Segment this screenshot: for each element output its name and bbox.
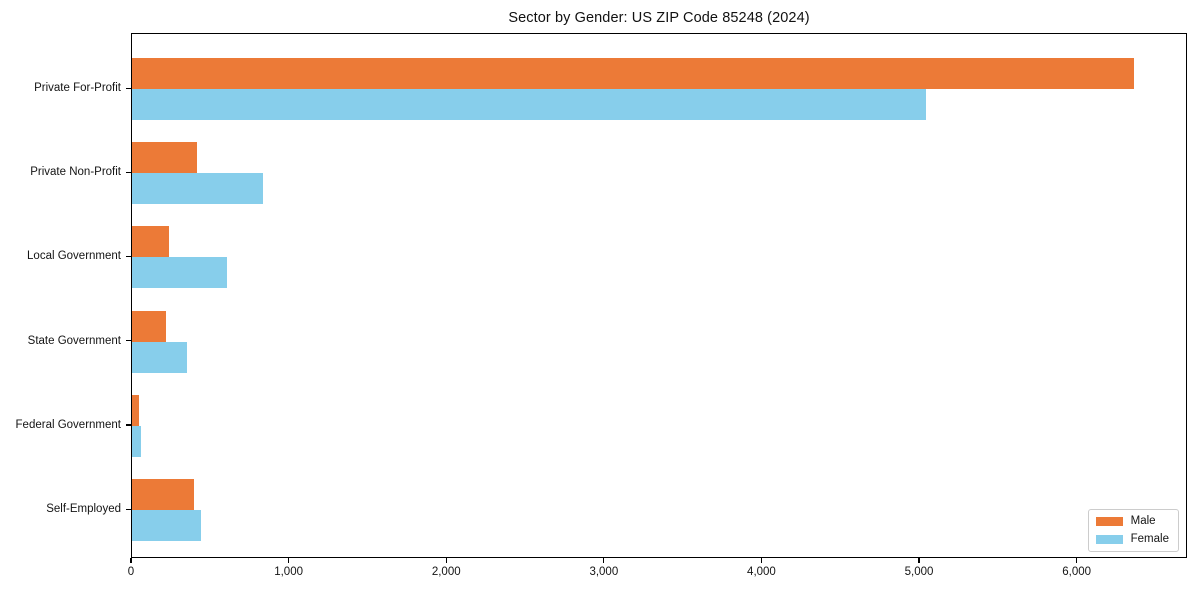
x-tick-mark (918, 558, 920, 563)
y-tick-label: Local Government (27, 250, 121, 263)
bar-male-3 (132, 226, 169, 258)
y-tick-mark (126, 424, 131, 426)
bar-female-5 (132, 425, 141, 457)
x-tick-label: 4,000 (747, 566, 776, 578)
y-tick-label: State Government (27, 334, 121, 347)
bar-female-1 (132, 89, 927, 120)
y-tick-mark (126, 87, 131, 89)
y-tick-label: Private For-Profit (34, 82, 121, 94)
chart-title: Sector by Gender: US ZIP Code 85248 (202… (508, 10, 810, 26)
y-tick-label: Self-Employed (46, 503, 121, 515)
y-tick-mark (126, 508, 131, 510)
plot-area: Male Female (131, 33, 1187, 558)
y-tick-label: Federal Government (15, 418, 121, 431)
legend-label-female: Female (1130, 533, 1169, 545)
x-tick-label: 2,000 (431, 566, 461, 578)
bar-male-5 (132, 394, 140, 426)
female-color-swatch (1095, 535, 1123, 544)
y-tick-label: Private Non-Profit (30, 166, 121, 179)
x-tick-mark (445, 558, 447, 563)
legend-item-male: Male (1095, 515, 1169, 528)
y-tick-mark (126, 171, 131, 173)
male-color-swatch (1095, 517, 1123, 526)
bar-female-2 (132, 173, 263, 205)
y-tick-mark (126, 255, 131, 258)
bar-female-6 (132, 510, 201, 541)
x-tick-label: 6,000 (1062, 566, 1092, 578)
bar-female-4 (132, 341, 188, 373)
x-tick-label: 5,000 (904, 566, 934, 578)
legend-item-female: Female (1095, 533, 1169, 546)
x-tick-mark (760, 558, 763, 563)
bar-female-3 (132, 257, 227, 289)
x-tick-label: 0 (127, 566, 135, 578)
x-tick-mark (130, 558, 132, 563)
x-tick-mark (1076, 558, 1078, 563)
x-tick-mark (287, 558, 290, 563)
x-tick-label: 3,000 (589, 566, 619, 578)
x-tick-label: 1,000 (274, 566, 303, 578)
bar-male-6 (132, 479, 194, 510)
bar-male-2 (132, 142, 197, 174)
legend-label-male: Male (1130, 515, 1156, 527)
bar-male-4 (132, 310, 166, 342)
x-tick-mark (603, 558, 605, 563)
bar-male-1 (132, 58, 1135, 89)
legend: Male Female (1087, 509, 1179, 552)
y-tick-mark (126, 340, 131, 342)
